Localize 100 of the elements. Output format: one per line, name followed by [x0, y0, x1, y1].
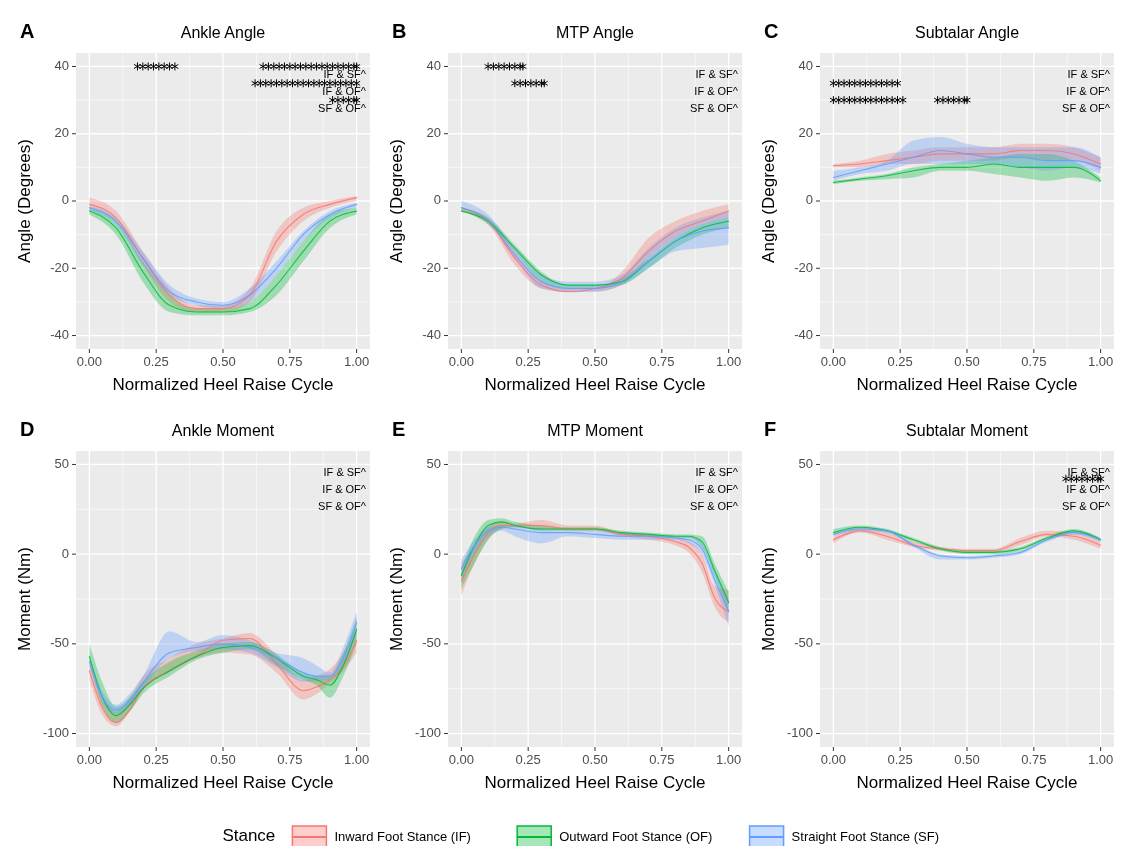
annotation: IF & SF^	[323, 465, 367, 478]
annotation: IF & OF^	[322, 84, 367, 97]
y-axis-title: Moment (Nm)	[387, 547, 406, 651]
y-tick-label: -50	[794, 635, 813, 651]
annotation: SF & OF^	[318, 499, 367, 512]
y-tick-label: 0	[61, 545, 69, 561]
text: A	[20, 20, 35, 42]
annotation: IF & OF^	[1066, 482, 1111, 495]
annotation: IF & SF^	[1067, 465, 1111, 478]
y-tick-label: 40	[426, 57, 441, 73]
y-tick-label: 0	[805, 545, 813, 561]
x-tick-label: 0.75	[649, 752, 675, 767]
x-tick-label: 0.75	[277, 752, 303, 767]
text: F	[764, 418, 777, 440]
y-tick-label: 0	[433, 545, 441, 561]
text: B	[392, 20, 407, 42]
x-tick-label: 1.00	[343, 752, 370, 767]
x-axis-title: Normalized Heel Raise Cycle	[484, 773, 706, 792]
annotation: IF & OF^	[322, 482, 367, 495]
y-axis-title: Angle (Degrees)	[759, 139, 778, 263]
y-tick-label: -50	[422, 635, 441, 651]
annotation: IF & OF^	[694, 482, 739, 495]
y-tick-label: -100	[42, 724, 69, 740]
text: D	[20, 418, 35, 440]
x-tick-label: 1.00	[715, 752, 742, 767]
y-tick-label: -20	[422, 259, 441, 275]
y-axis-title: Moment (Nm)	[759, 547, 778, 651]
legend-label: Straight Foot Stance (SF)	[791, 829, 940, 844]
y-tick-label: -40	[422, 326, 441, 342]
y-tick-label: 40	[798, 57, 813, 73]
x-axis-title: Normalized Heel Raise Cycle	[856, 375, 1078, 394]
x-axis-title: Normalized Heel Raise Cycle	[856, 773, 1078, 792]
annotation: SF & OF^	[1062, 499, 1111, 512]
y-tick-label: 0	[433, 192, 441, 208]
legend-title: Stance	[222, 826, 276, 845]
y-tick-label: -100	[786, 724, 813, 740]
annotation: IF & SF^	[1067, 67, 1111, 80]
chart-title: Subtalar Moment	[906, 422, 1029, 439]
x-tick-label: 0.50	[210, 752, 236, 767]
y-tick-label: 50	[54, 455, 69, 471]
y-tick-label: -20	[50, 259, 69, 275]
annotation: SF & OF^	[690, 499, 739, 512]
x-tick-label: 0.25	[143, 752, 169, 767]
text: E	[392, 418, 406, 440]
annotation: IF & SF^	[695, 465, 739, 478]
annotation: SF & OF^	[1062, 101, 1111, 114]
annotation: IF & OF^	[1066, 84, 1111, 97]
x-tick-label: 0.00	[820, 354, 847, 369]
x-tick-label: 1.00	[1087, 752, 1114, 767]
x-tick-label: 0.25	[515, 752, 541, 767]
annotation: SF & OF^	[318, 101, 367, 114]
y-tick-label: -40	[50, 326, 69, 342]
y-axis-title: Angle (Degrees)	[15, 139, 34, 263]
annotation: IF & SF^	[323, 67, 367, 80]
x-tick-label: 1.00	[1087, 354, 1114, 369]
y-tick-label: -50	[50, 635, 69, 651]
y-tick-label: 40	[54, 57, 69, 73]
x-tick-label: 0.50	[954, 354, 980, 369]
legend-label: Outward Foot Stance (OF)	[559, 829, 713, 844]
annotation: SF & OF^	[690, 101, 739, 114]
x-tick-label: 0.75	[1021, 752, 1047, 767]
x-tick-label: 0.75	[649, 354, 675, 369]
line-series	[832, 163, 1102, 184]
x-tick-label: 0.25	[143, 354, 169, 369]
x-tick-label: 0.25	[515, 354, 541, 369]
x-tick-label: 0.00	[448, 752, 475, 767]
legend-label: Inward Foot Stance (IF)	[334, 829, 471, 844]
annotation: IF & SF^	[695, 67, 739, 80]
y-tick-label: 0	[61, 192, 69, 208]
text: C	[764, 20, 779, 42]
y-tick-label: -20	[794, 259, 813, 275]
x-axis-title: Normalized Heel Raise Cycle	[112, 773, 334, 792]
chart-title: MTP Moment	[547, 422, 644, 439]
x-tick-label: 0.00	[820, 752, 847, 767]
x-axis-title: Normalized Heel Raise Cycle	[484, 375, 706, 394]
chart-title: MTP Angle	[556, 24, 635, 41]
y-axis-title: Angle (Degrees)	[387, 139, 406, 263]
x-tick-label: 0.00	[76, 354, 103, 369]
y-tick-label: -40	[794, 326, 813, 342]
x-tick-label: 0.50	[582, 752, 608, 767]
y-tick-label: 20	[54, 125, 69, 141]
y-tick-label: 20	[798, 125, 813, 141]
line-series	[88, 637, 358, 724]
x-tick-label: 0.75	[277, 354, 303, 369]
x-tick-label: 0.50	[954, 752, 980, 767]
chart-title: Ankle Angle	[180, 24, 266, 41]
y-tick-label: -100	[414, 724, 441, 740]
y-tick-label: 0	[805, 192, 813, 208]
y-tick-label: 50	[426, 455, 441, 471]
chart-title: Ankle Moment	[171, 422, 275, 439]
y-axis-title: Moment (Nm)	[15, 547, 34, 651]
x-tick-label: 0.25	[887, 354, 913, 369]
y-tick-label: 50	[798, 455, 813, 471]
x-tick-label: 0.50	[210, 354, 236, 369]
line-series	[832, 149, 1102, 167]
x-axis-title: Normalized Heel Raise Cycle	[112, 375, 334, 394]
x-tick-label: 0.50	[582, 354, 608, 369]
x-tick-label: 0.25	[887, 752, 913, 767]
annotation: IF & OF^	[694, 84, 739, 97]
x-tick-label: 0.75	[1021, 354, 1047, 369]
